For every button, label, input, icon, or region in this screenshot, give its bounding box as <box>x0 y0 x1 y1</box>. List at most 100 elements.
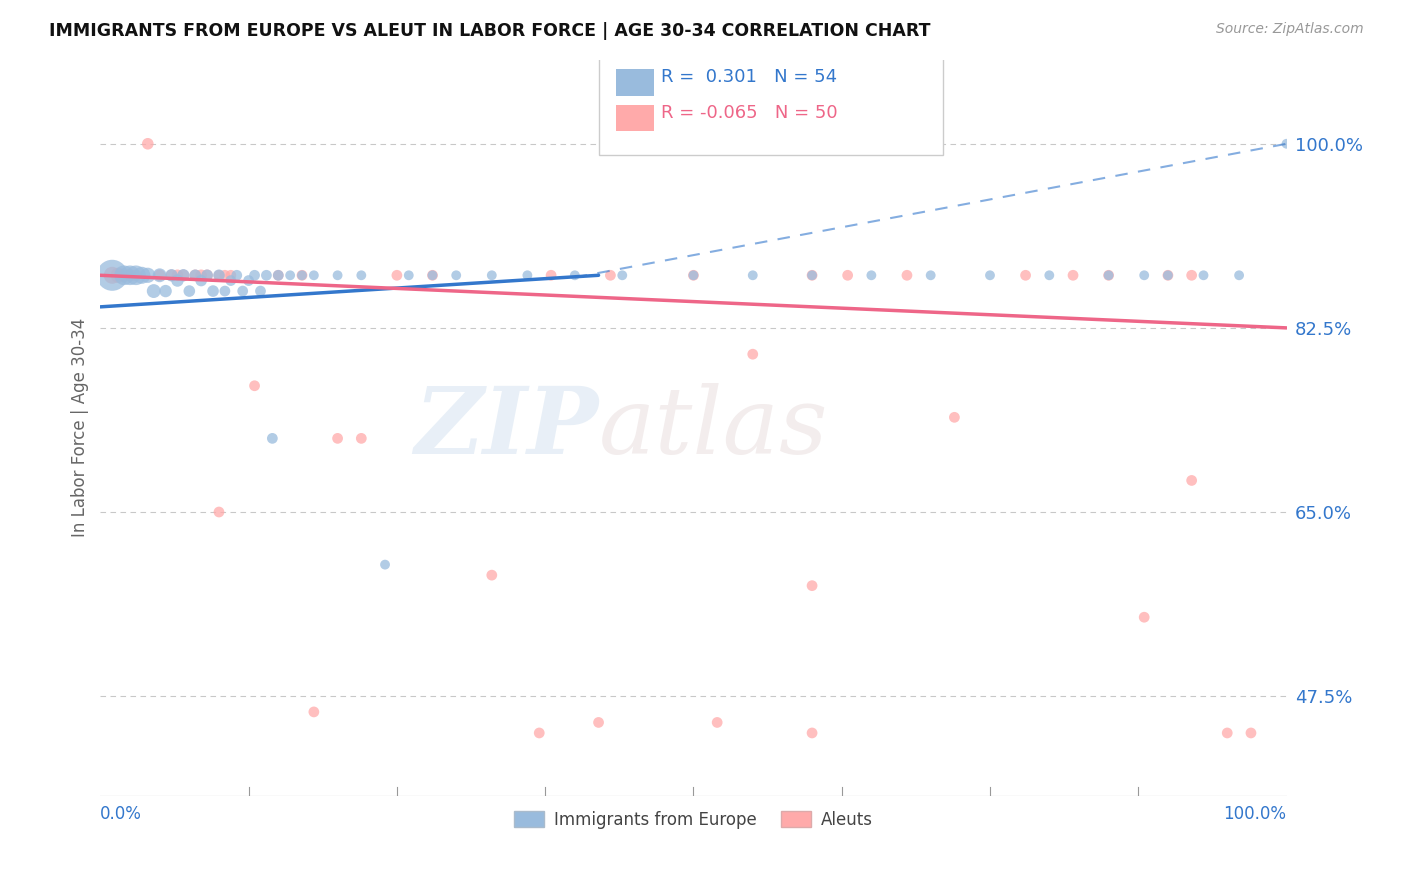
Point <box>444 268 467 283</box>
Point <box>1014 268 1036 283</box>
Point <box>1216 726 1239 740</box>
Point <box>1133 610 1156 624</box>
Point <box>202 284 225 298</box>
Point <box>160 268 183 283</box>
Point <box>172 268 194 283</box>
Point <box>243 378 266 392</box>
Point <box>612 268 634 283</box>
Point <box>837 268 859 283</box>
Y-axis label: In Labor Force | Age 30-34: In Labor Force | Age 30-34 <box>72 318 89 538</box>
Point <box>254 268 277 283</box>
Point <box>125 268 148 283</box>
FancyBboxPatch shape <box>616 104 654 131</box>
Point <box>136 268 159 283</box>
Point <box>422 268 444 283</box>
Point <box>267 268 290 283</box>
Point <box>149 268 172 283</box>
Point <box>125 268 148 283</box>
Point <box>142 284 165 298</box>
Point <box>1133 799 1156 814</box>
Point <box>374 558 396 572</box>
Point <box>101 268 124 283</box>
Point <box>1192 268 1215 283</box>
Point <box>238 274 260 288</box>
Point <box>101 268 124 283</box>
Point <box>1181 474 1204 488</box>
Point <box>214 268 236 283</box>
Point <box>190 268 212 283</box>
Point <box>208 268 231 283</box>
Point <box>184 268 207 283</box>
Point <box>943 410 966 425</box>
Point <box>112 268 135 283</box>
Point <box>860 268 883 283</box>
Point <box>1038 268 1060 283</box>
Point <box>1275 136 1298 151</box>
Point <box>249 284 271 298</box>
Point <box>155 284 177 298</box>
Text: atlas: atlas <box>599 383 828 473</box>
Point <box>1097 268 1119 283</box>
Text: IMMIGRANTS FROM EUROPE VS ALEUT IN LABOR FORCE | AGE 30-34 CORRELATION CHART: IMMIGRANTS FROM EUROPE VS ALEUT IN LABOR… <box>49 22 931 40</box>
FancyBboxPatch shape <box>616 70 654 95</box>
Point <box>979 268 1001 283</box>
Text: 100.0%: 100.0% <box>1223 805 1286 822</box>
Point <box>682 268 704 283</box>
Point <box>385 799 408 814</box>
Text: R =  0.301   N = 54: R = 0.301 N = 54 <box>661 68 838 86</box>
Point <box>1181 268 1204 283</box>
Point <box>214 284 236 298</box>
Point <box>1227 268 1250 283</box>
Point <box>118 268 141 283</box>
Point <box>219 274 242 288</box>
Point <box>516 268 538 283</box>
Point <box>422 268 444 283</box>
Point <box>481 568 503 582</box>
Point <box>112 268 135 283</box>
Point <box>801 579 824 593</box>
Point <box>741 268 763 283</box>
Point <box>302 268 325 283</box>
Point <box>1157 268 1180 283</box>
Point <box>219 268 242 283</box>
Point <box>166 268 188 283</box>
Point <box>184 268 207 283</box>
Point <box>350 268 373 283</box>
Point <box>1133 268 1156 283</box>
Point <box>920 268 942 283</box>
Point <box>326 268 349 283</box>
Point <box>326 431 349 445</box>
Point <box>801 268 824 283</box>
Point <box>208 268 231 283</box>
Point <box>801 268 824 283</box>
Point <box>599 268 621 283</box>
Point <box>1157 268 1180 283</box>
Point <box>208 505 231 519</box>
Point <box>1097 268 1119 283</box>
Point <box>225 268 247 283</box>
Point <box>682 268 704 283</box>
Point <box>131 268 153 283</box>
Point <box>540 268 562 283</box>
Point <box>190 274 212 288</box>
Text: ZIP: ZIP <box>415 383 599 473</box>
Text: Source: ZipAtlas.com: Source: ZipAtlas.com <box>1216 22 1364 37</box>
Point <box>385 268 408 283</box>
Point <box>195 268 218 283</box>
Point <box>291 268 314 283</box>
Point <box>481 268 503 283</box>
Point <box>398 268 420 283</box>
Point <box>149 268 172 283</box>
Point <box>1062 268 1084 283</box>
Point <box>267 268 290 283</box>
FancyBboxPatch shape <box>599 56 942 155</box>
Point <box>302 705 325 719</box>
Point <box>529 726 551 740</box>
Point <box>278 268 301 283</box>
Point <box>262 431 284 445</box>
Point <box>564 268 586 283</box>
Point <box>741 347 763 361</box>
Point <box>107 268 129 283</box>
Legend: Immigrants from Europe, Aleuts: Immigrants from Europe, Aleuts <box>508 805 880 836</box>
Point <box>179 284 201 298</box>
